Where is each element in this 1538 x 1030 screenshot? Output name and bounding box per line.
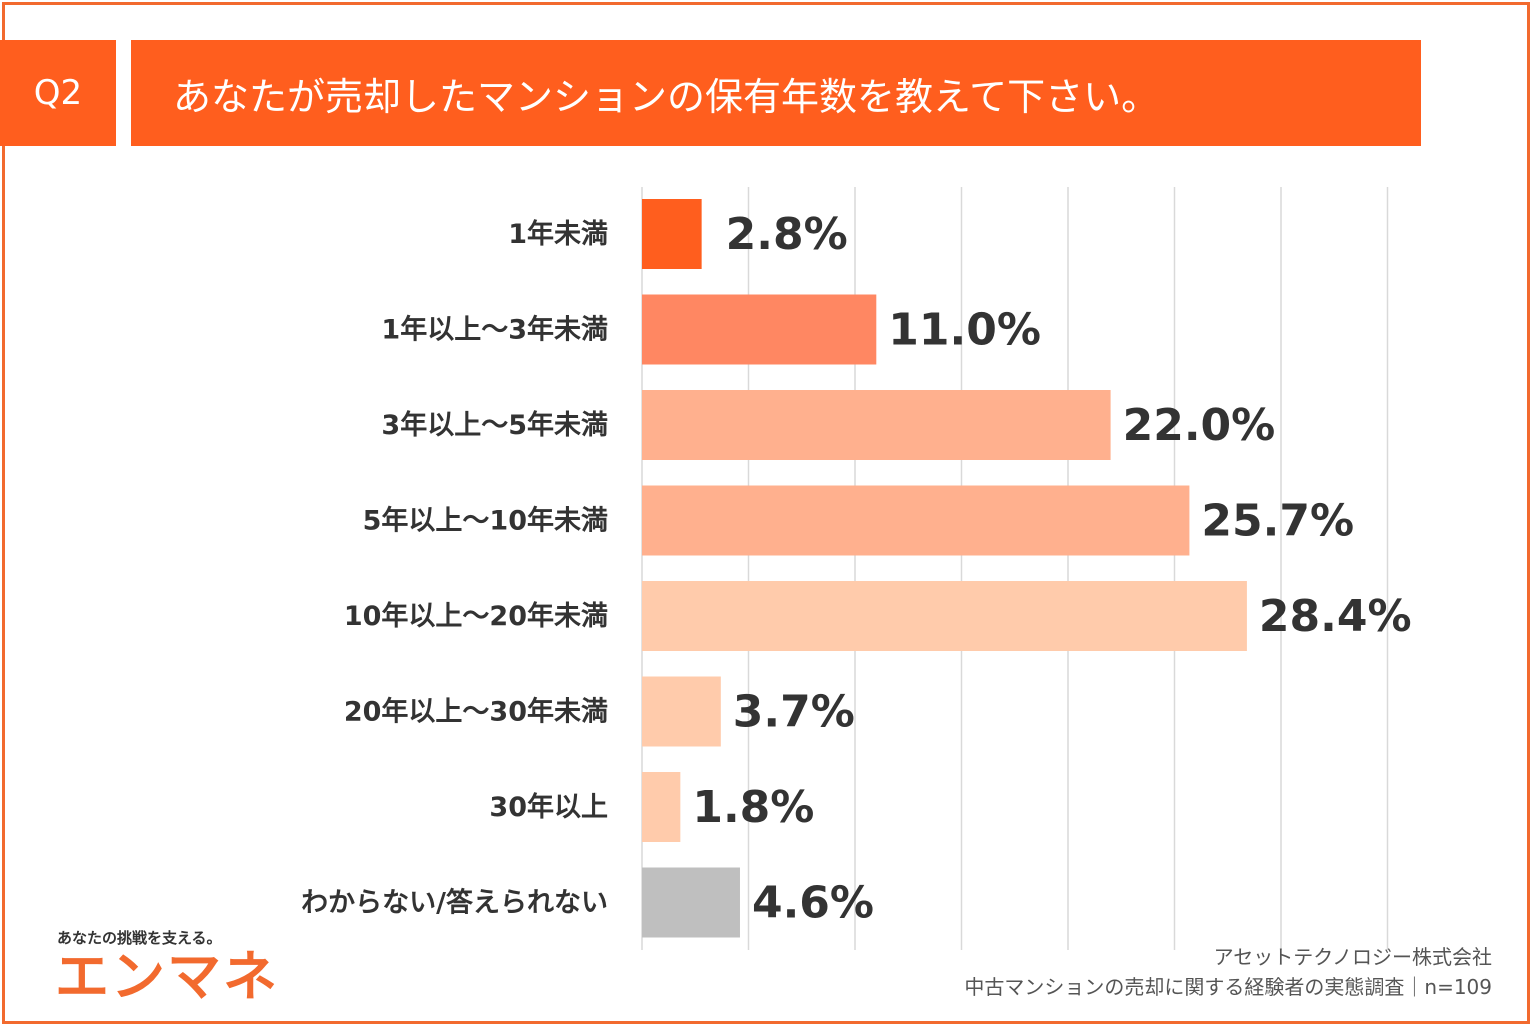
source-survey: 中古マンションの売却に関する経験者の実態調査｜n=109 bbox=[964, 975, 1492, 999]
bar bbox=[642, 772, 681, 842]
category-label: 1年以上〜3年未満 bbox=[381, 314, 608, 346]
value-labels: 2.8% 11.0% 22.0% 25.7% 28.4% 3.7% 1.8% 4.6% bbox=[692, 209, 1411, 929]
category-label: 10年以上〜20年未満 bbox=[344, 600, 608, 632]
category-label: 30年以上 bbox=[489, 791, 608, 823]
value-label: 1.8% bbox=[692, 782, 814, 833]
value-label: 11.0% bbox=[888, 305, 1041, 356]
question-number-badge: Q2 bbox=[0, 40, 116, 146]
chart-bars bbox=[642, 199, 1247, 938]
bar bbox=[642, 390, 1111, 460]
value-label: 22.0% bbox=[1123, 400, 1276, 451]
category-label: 3年以上〜5年未満 bbox=[381, 409, 608, 441]
brand-logo: エンマネ bbox=[55, 945, 279, 1008]
bar bbox=[642, 581, 1247, 651]
category-label: 20年以上〜30年未満 bbox=[344, 696, 608, 728]
bar bbox=[642, 485, 1190, 556]
brand-tagline: あなたの挑戦を支える。 bbox=[57, 929, 222, 947]
bar bbox=[642, 294, 877, 365]
category-label: 1年未満 bbox=[508, 218, 608, 250]
value-label: 25.7% bbox=[1201, 496, 1354, 547]
source-note: アセットテクノロジー株式会社 中古マンションの売却に関する経験者の実態調査｜n=… bbox=[964, 942, 1492, 1002]
value-label: 2.8% bbox=[726, 209, 848, 260]
bar bbox=[642, 676, 721, 747]
category-labels: 1年未満 1年以上〜3年未満 3年以上〜5年未満 5年以上〜10年未満 10年以上〜20… bbox=[301, 218, 608, 919]
category-label: わからない/答えられない bbox=[301, 887, 608, 919]
bar bbox=[642, 199, 702, 269]
value-label: 28.4% bbox=[1259, 591, 1412, 642]
value-label: 3.7% bbox=[733, 687, 855, 738]
source-company: アセットテクノロジー株式会社 bbox=[1213, 945, 1492, 969]
value-label: 4.6% bbox=[752, 878, 874, 929]
category-label: 5年以上〜10年未満 bbox=[363, 505, 608, 537]
question-title: あなたが売却したマンションの保有年数を教えて下さい。 bbox=[131, 40, 1421, 146]
bar bbox=[642, 867, 740, 938]
